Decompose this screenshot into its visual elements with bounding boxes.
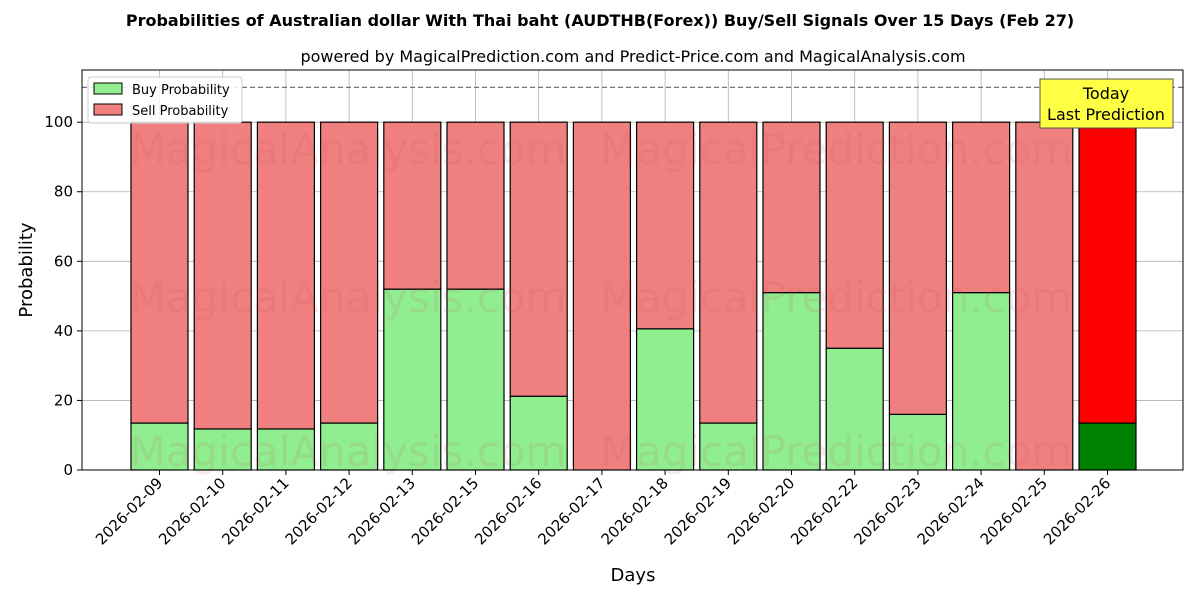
x-tick-label: 2026-02-24 [914,474,988,548]
x-tick-label: 2026-02-22 [787,474,861,548]
y-axis-label: Probability [16,222,37,317]
legend-box [87,76,243,124]
x-tick-label: 2026-02-11 [218,474,292,548]
buy-bar [825,347,884,471]
sell-bar [509,121,568,397]
chart-subtitle: powered by MagicalPrediction.com and Pre… [300,47,965,66]
sell-bar [888,121,948,415]
x-tick-label: 2026-02-19 [661,474,735,548]
y-tick-label: 40 [54,322,73,340]
sell-bar [320,121,379,424]
today-annotation-line2: Last Prediction [1047,105,1165,124]
buy-bar [256,428,315,471]
buy-bar [1078,422,1137,471]
sell-bar [256,121,315,430]
sell-bar [1015,121,1074,471]
x-tick-label: 2026-02-18 [598,474,672,548]
x-tick-label: 2026-02-17 [534,474,608,548]
y-tick-label: 20 [54,391,73,409]
x-tick-label: 2026-02-15 [408,474,482,548]
sell-bar [951,121,1011,294]
x-axis-label: Days [611,565,656,586]
legend-label-buy: Buy Probability [132,83,230,98]
sell-bar [446,121,505,290]
y-tick-label: 80 [54,183,73,201]
plot-area: MagicalAnalysis.com MagicalPrediction.com… [44,69,1184,548]
x-tick-label: 2026-02-12 [282,474,356,548]
x-tick-label: 2026-02-10 [155,474,229,548]
sell-bar [130,121,189,424]
today-annotation-line1: Today [1082,84,1129,103]
sell-bar [825,121,884,349]
x-tick-label: 2026-02-23 [850,474,924,548]
sell-bar [762,121,821,294]
y-tick-label: 0 [63,461,73,479]
watermark-text: MagicalAnalysis.com [130,125,567,174]
x-tick-label: 2026-02-09 [92,474,166,548]
x-tick-label: 2026-02-26 [1040,474,1114,548]
plot-frame [81,69,1184,471]
sell-bar [635,121,695,330]
chart-title: Probabilities of Australian dollar With … [126,11,1074,30]
x-tick-label: 2026-02-20 [724,474,798,548]
sell-bar [1078,121,1137,424]
watermark-text: MagicalPrediction.com [600,273,1073,322]
buy-bar [509,395,568,471]
sell-bar [699,121,758,424]
legend-swatch-sell [93,103,123,116]
y-tick-label: 60 [54,252,73,270]
sell-bar [572,121,632,471]
watermark-text: MagicalAnalysis.com [130,427,567,476]
watermark-text: MagicalAnalysis.com [130,273,567,322]
y-tick-label: 100 [44,113,73,131]
x-tick-label: 2026-02-13 [345,474,419,548]
legend-swatch-buy [93,82,123,95]
x-tick-label: 2026-02-16 [471,474,545,548]
watermark-text: MagicalPrediction.com [600,125,1073,174]
buy-bar [635,328,695,471]
buy-bar [699,422,758,471]
buy-bar [951,292,1011,471]
buy-bar [888,413,948,471]
today-annotation-box [1039,78,1174,129]
watermark-text: MagicalPrediction.com [600,427,1073,476]
legend: Buy Probability Sell Probability [87,76,243,124]
buy-bar [762,292,821,471]
x-tick-label: 2026-02-25 [977,474,1051,548]
sell-bar [383,121,442,290]
buy-bar [446,288,505,471]
legend-label-sell: Sell Probability [132,104,229,119]
buy-bar [383,288,442,471]
today-annotation: Today Last Prediction [1039,78,1174,129]
